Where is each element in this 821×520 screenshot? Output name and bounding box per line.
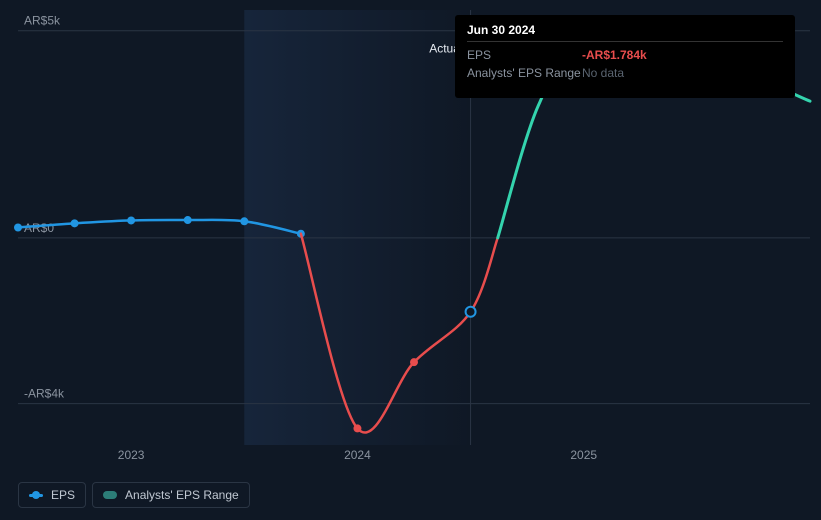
svg-text:2025: 2025 — [570, 448, 597, 462]
chart-legend: EPS Analysts' EPS Range — [18, 482, 250, 508]
legend-item-eps[interactable]: EPS — [18, 482, 86, 508]
legend-swatch — [103, 491, 117, 499]
tooltip-row-label: Analysts' EPS Range — [467, 66, 582, 80]
legend-swatch — [29, 494, 43, 497]
svg-text:AR$5k: AR$5k — [24, 14, 61, 28]
tooltip-title: Jun 30 2024 — [467, 23, 783, 42]
eps-chart: AR$5kAR$0-AR$4k202320242025ActualAnalyst… — [0, 0, 821, 520]
tooltip-row-label: EPS — [467, 48, 582, 62]
svg-text:2024: 2024 — [344, 448, 371, 462]
tooltip-row-value: No data — [582, 66, 624, 80]
legend-item-eps-range[interactable]: Analysts' EPS Range — [92, 482, 250, 508]
svg-text:-AR$4k: -AR$4k — [24, 387, 65, 401]
chart-tooltip: Jun 30 2024 EPS-AR$1.784kAnalysts' EPS R… — [455, 15, 795, 98]
legend-label: EPS — [51, 488, 75, 502]
tooltip-row: Analysts' EPS RangeNo data — [467, 64, 783, 82]
svg-text:2023: 2023 — [118, 448, 145, 462]
tooltip-row-value: -AR$1.784k — [582, 48, 647, 62]
legend-label: Analysts' EPS Range — [125, 488, 239, 502]
tooltip-row: EPS-AR$1.784k — [467, 46, 783, 64]
